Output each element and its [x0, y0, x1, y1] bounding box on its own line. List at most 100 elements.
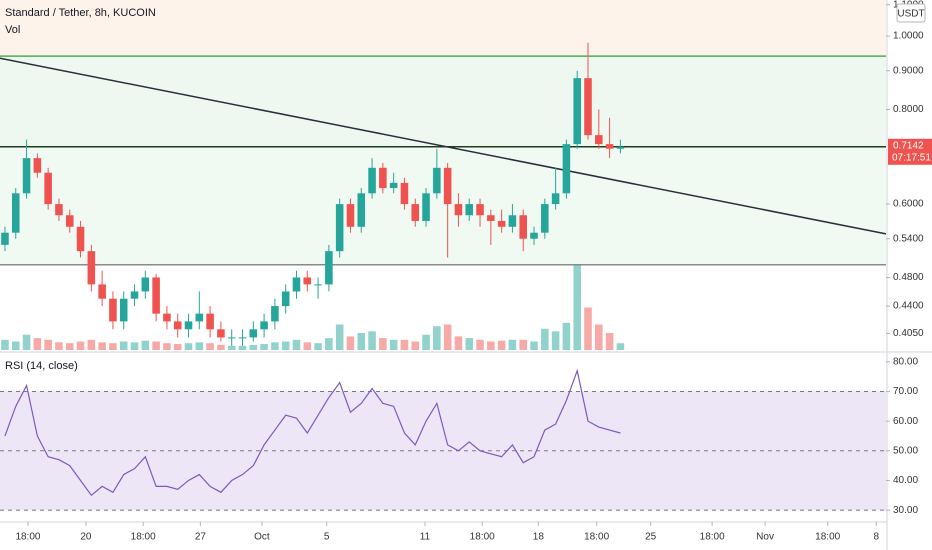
candle-body: [163, 313, 171, 322]
candle-body: [389, 182, 398, 189]
candle-body: [497, 220, 506, 227]
candle-body: [616, 146, 625, 149]
volume-bar: [44, 339, 52, 350]
volume-bar: [33, 338, 42, 350]
rsi-label: RSI (14, close): [5, 360, 78, 372]
volume-bar: [443, 324, 452, 350]
candle-body: [44, 172, 52, 205]
x-tick-label: 18:00: [470, 532, 495, 543]
level-band: [0, 56, 886, 147]
candle-body: [260, 321, 268, 330]
candle-body: [109, 298, 117, 322]
candle-body: [335, 204, 344, 252]
rsi-line: [4, 368, 621, 497]
volume-bar: [1, 339, 9, 350]
volume-bar: [389, 339, 398, 350]
chart-title: Standard / Tether, 8h, KUCOIN: [5, 7, 156, 19]
x-tick-label: 18: [533, 532, 545, 543]
volume-bar: [422, 334, 430, 350]
y-tick-label: 0.8000: [893, 104, 924, 115]
rsi-tick-label: 50.00: [893, 445, 918, 456]
volume-bar: [130, 342, 139, 350]
volume-bar: [508, 339, 517, 350]
x-tick-label: 25: [645, 532, 657, 543]
candle-body: [454, 204, 463, 216]
candle-body: [87, 251, 96, 285]
candle-body: [227, 337, 236, 339]
volume-bar: [433, 326, 441, 350]
candle-body: [368, 167, 376, 194]
rsi-tick-label: 80.00: [893, 356, 918, 367]
volume-bar: [584, 307, 592, 350]
volume-bar: [11, 341, 20, 350]
x-tick-label: 5: [324, 532, 330, 543]
volume-bar: [152, 341, 160, 350]
volume-bar: [249, 344, 258, 350]
candle-body: [76, 226, 85, 252]
candle-body: [325, 251, 333, 285]
y-tick-label: 0.9000: [893, 65, 924, 76]
volume-bar: [465, 338, 474, 350]
y-tick-label: 0.4400: [893, 301, 924, 312]
candle-body: [508, 215, 517, 227]
candle-body: [422, 193, 430, 221]
rsi-tick-label: 40.00: [893, 475, 918, 486]
volume-bar: [217, 344, 225, 350]
volume-bar: [519, 339, 528, 350]
candle-body: [1, 232, 9, 245]
volume-bar: [184, 343, 193, 350]
candle-body: [346, 204, 355, 227]
trendline: [0, 57, 887, 235]
volume-bar: [109, 343, 117, 350]
level-band: [0, 146, 886, 265]
candle-body: [173, 321, 182, 330]
countdown: 07:17:51: [892, 152, 931, 163]
volume-bar: [573, 265, 581, 350]
level-band: [0, 0, 886, 57]
volume-bar: [173, 344, 182, 350]
volume-bar: [400, 339, 409, 350]
x-tick-label: 27: [195, 532, 207, 543]
volume-bar: [325, 338, 333, 350]
volume-bar: [541, 328, 549, 350]
volume-bar: [141, 340, 150, 350]
price-tag-label: 0.7142: [893, 140, 924, 151]
candle-body: [519, 215, 528, 239]
x-tick-label: 8: [874, 532, 880, 543]
y-tick-label: 0.4800: [893, 272, 924, 283]
candle-body: [11, 193, 20, 233]
y-tick-label: 0.6000: [893, 199, 924, 210]
currency-box[interactable]: [896, 3, 926, 23]
currency: USDT: [897, 9, 924, 20]
candle-body: [98, 284, 106, 299]
candle-body: [184, 321, 193, 330]
candle-body: [605, 144, 614, 149]
candle-body: [217, 329, 225, 338]
volume-bar: [476, 339, 484, 350]
volume-bar: [65, 343, 74, 350]
candle-body: [573, 78, 581, 145]
candle-body: [357, 193, 366, 227]
candle-body: [152, 277, 160, 314]
volume-bar: [87, 339, 96, 350]
volume-bar: [98, 342, 106, 350]
volume-bar: [206, 343, 214, 350]
x-tick-label: 18:00: [584, 532, 609, 543]
volume-bar: [595, 324, 603, 350]
candle-body: [238, 337, 247, 339]
price-tag: [888, 138, 932, 165]
rsi-tick-label: 30.00: [893, 505, 918, 516]
candle-body: [206, 313, 214, 330]
volume-bar: [227, 345, 236, 350]
x-tick-label: 18:00: [131, 532, 156, 543]
y-tick-label: 1.0000: [893, 31, 924, 42]
volume-bar: [238, 345, 247, 350]
volume-bar: [271, 342, 279, 350]
candle-body: [33, 158, 42, 173]
candle-body: [195, 313, 204, 322]
candle-body: [584, 78, 592, 136]
y-tick-label: 0.5400: [893, 233, 924, 244]
volume-bar: [303, 342, 312, 350]
candle-body: [55, 204, 63, 216]
candle-body: [314, 284, 322, 286]
